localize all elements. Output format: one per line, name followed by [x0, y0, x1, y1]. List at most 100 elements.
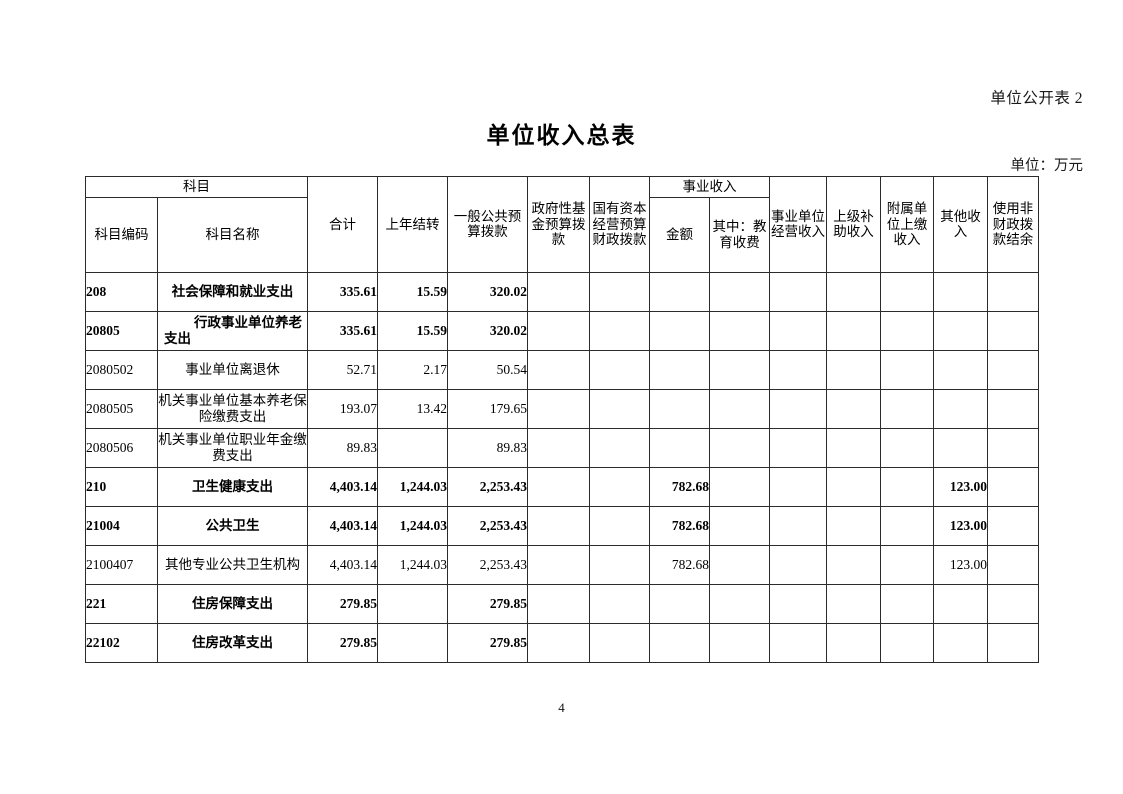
header-general-public-budget: 一般公共预算拨款 [447, 176, 528, 273]
header-business-income-group: 事业收入 [649, 176, 770, 198]
table-body: 208 社会保障和就业支出 335.61 15.59 320.02 20805 行政事业单位… [85, 271, 1039, 663]
income-summary-table: 科目 合计 上年结转 一般公共预算拨款 政府性基金预算拨款 国有资本经营预算财政… [85, 176, 1039, 663]
cell-general-public-budget: 50.54 [447, 349, 528, 390]
cell-state-capital-budget [589, 310, 650, 351]
cell-carryover: 1,244.03 [377, 466, 448, 507]
cell-total: 52.71 [307, 349, 378, 390]
cell-non-fiscal-surplus [987, 544, 1039, 585]
cell-subject-code: 208 [85, 271, 158, 312]
cell-general-public-budget: 320.02 [447, 271, 528, 312]
page-title: 单位收入总表 [486, 123, 637, 148]
table-row: 2080506 机关事业单位职业年金缴费支出 89.83 89.83 [85, 427, 1039, 468]
cell-gov-fund-budget [527, 544, 590, 585]
cell-business-income-education-fee [709, 427, 770, 468]
cell-business-unit-operating-income [769, 310, 827, 351]
cell-general-public-budget: 89.83 [447, 427, 528, 468]
cell-non-fiscal-surplus [987, 349, 1039, 390]
cell-business-income-education-fee [709, 583, 770, 624]
cell-business-income-amount: 782.68 [649, 544, 710, 585]
cell-total: 335.61 [307, 271, 378, 312]
cell-business-income-education-fee [709, 349, 770, 390]
cell-state-capital-budget [589, 427, 650, 468]
header-carryover: 上年结转 [377, 176, 448, 273]
cell-state-capital-budget [589, 271, 650, 312]
header-business-income-amount: 金额 [649, 196, 710, 273]
cell-subject-name: 机关事业单位职业年金缴费支出 [157, 427, 308, 468]
cell-subordinate-remittance-income [880, 388, 934, 429]
cell-superior-subsidy-income [826, 271, 881, 312]
cell-other-income [933, 622, 988, 663]
cell-superior-subsidy-income [826, 349, 881, 390]
cell-superior-subsidy-income [826, 388, 881, 429]
cell-business-income-amount: 782.68 [649, 505, 710, 546]
table-row: 221 住房保障支出 279.85 279.85 [85, 583, 1039, 624]
cell-business-income-education-fee [709, 622, 770, 663]
cell-subject-code: 2080506 [85, 427, 158, 468]
cell-business-unit-operating-income [769, 583, 827, 624]
cell-business-income-amount [649, 388, 710, 429]
cell-other-income [933, 388, 988, 429]
cell-business-unit-operating-income [769, 466, 827, 507]
cell-business-income-amount [649, 310, 710, 351]
header-gov-fund-budget: 政府性基金预算拨款 [527, 176, 590, 273]
cell-total: 4,403.14 [307, 544, 378, 585]
cell-general-public-budget: 320.02 [447, 310, 528, 351]
cell-state-capital-budget [589, 466, 650, 507]
cell-subject-code: 2080505 [85, 388, 158, 429]
cell-superior-subsidy-income [826, 583, 881, 624]
cell-superior-subsidy-income [826, 427, 881, 468]
cell-business-income-education-fee [709, 271, 770, 312]
header-business-income-education-fee: 其中：教育收费 [709, 196, 770, 273]
cell-subject-name: 住房改革支出 [157, 622, 308, 663]
cell-subject-name: 其他专业公共卫生机构 [157, 544, 308, 585]
cell-subordinate-remittance-income [880, 466, 934, 507]
cell-non-fiscal-surplus [987, 466, 1039, 507]
cell-state-capital-budget [589, 544, 650, 585]
table-row: 208 社会保障和就业支出 335.61 15.59 320.02 [85, 271, 1039, 312]
cell-non-fiscal-surplus [987, 388, 1039, 429]
cell-gov-fund-budget [527, 388, 590, 429]
header-subject-name: 科目名称 [157, 196, 308, 273]
cell-business-unit-operating-income [769, 271, 827, 312]
cell-total: 4,403.14 [307, 466, 378, 507]
cell-gov-fund-budget [527, 583, 590, 624]
cell-other-income [933, 427, 988, 468]
cell-subordinate-remittance-income [880, 505, 934, 546]
cell-other-income [933, 349, 988, 390]
cell-business-income-education-fee [709, 466, 770, 507]
header-other-income: 其他收入 [933, 176, 988, 273]
table-row: 20805 行政事业单位养老支出 335.61 15.59 320.02 [85, 310, 1039, 351]
cell-business-income-education-fee [709, 388, 770, 429]
cell-business-unit-operating-income [769, 349, 827, 390]
cell-other-income: 123.00 [933, 466, 988, 507]
cell-total: 4,403.14 [307, 505, 378, 546]
cell-subordinate-remittance-income [880, 544, 934, 585]
cell-gov-fund-budget [527, 505, 590, 546]
cell-total: 279.85 [307, 583, 378, 624]
table-row: 2080502 事业单位离退休 52.71 2.17 50.54 [85, 349, 1039, 390]
cell-gov-fund-budget [527, 310, 590, 351]
cell-business-income-amount: 782.68 [649, 466, 710, 507]
cell-subject-code: 210 [85, 466, 158, 507]
table-row: 2100407 其他专业公共卫生机构 4,403.14 1,244.03 2,253.4… [85, 544, 1039, 585]
cell-carryover [377, 427, 448, 468]
cell-total: 279.85 [307, 622, 378, 663]
cell-subordinate-remittance-income [880, 583, 934, 624]
cell-business-income-amount [649, 349, 710, 390]
cell-state-capital-budget [589, 349, 650, 390]
cell-subject-code: 2080502 [85, 349, 158, 390]
cell-state-capital-budget [589, 622, 650, 663]
cell-subject-code: 221 [85, 583, 158, 624]
cell-superior-subsidy-income [826, 466, 881, 507]
cell-superior-subsidy-income [826, 622, 881, 663]
cell-business-unit-operating-income [769, 505, 827, 546]
table-row: 21004 公共卫生 4,403.14 1,244.03 2,253.43 782.68 1… [85, 505, 1039, 546]
header-superior-subsidy-income: 上级补助收入 [826, 176, 881, 273]
cell-business-unit-operating-income [769, 544, 827, 585]
cell-subject-code: 20805 [85, 310, 158, 351]
cell-carryover: 13.42 [377, 388, 448, 429]
cell-subordinate-remittance-income [880, 310, 934, 351]
cell-subordinate-remittance-income [880, 271, 934, 312]
cell-state-capital-budget [589, 388, 650, 429]
